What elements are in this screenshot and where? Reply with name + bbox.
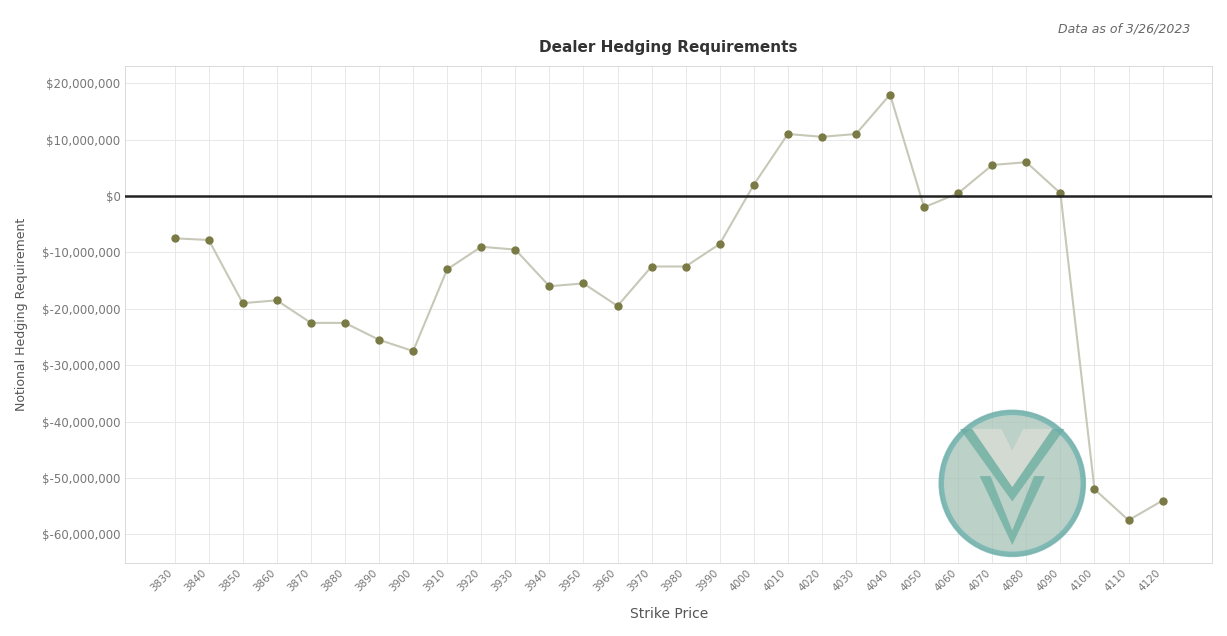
Circle shape	[946, 417, 1079, 550]
Polygon shape	[979, 476, 1045, 545]
Circle shape	[940, 411, 1085, 556]
Polygon shape	[972, 429, 1052, 487]
Polygon shape	[960, 429, 1065, 502]
Y-axis label: Notional Hedging Requirement: Notional Hedging Requirement	[15, 218, 28, 411]
X-axis label: Strike Price: Strike Price	[629, 607, 708, 621]
Text: Data as of 3/26/2023: Data as of 3/26/2023	[1058, 22, 1190, 35]
Title: Dealer Hedging Requirements: Dealer Hedging Requirements	[540, 41, 798, 55]
